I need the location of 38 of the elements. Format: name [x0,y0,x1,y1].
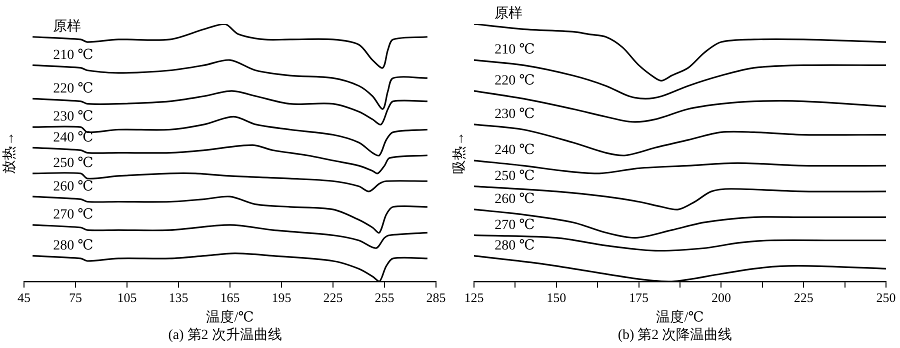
series-label: 230 ℃ [494,107,535,122]
series-label: 230 ℃ [53,110,94,125]
series-label: 280 ℃ [494,238,535,254]
x-tick-label: 255 [374,290,394,305]
series-label: 270 ℃ [53,208,94,223]
x-tick-label: 285 [426,290,446,305]
x-axis-title: 温度/℃ [206,309,254,326]
y-axis-title: 吸热→ [452,132,468,174]
series-label: 250 ℃ [494,168,535,184]
x-tick-label: 135 [168,290,188,305]
series-label: 250 ℃ [53,156,94,172]
series-label: 原样 [53,18,82,35]
x-axis-title: 温度/℃ [656,309,704,326]
x-tick-label: 200 [711,290,731,305]
series-label: 280 ℃ [53,238,94,254]
x-tick-label: 150 [546,290,566,305]
y-axis-title: 放热→ [2,132,18,174]
series-label: 260 ℃ [494,192,535,208]
x-tick-label: 225 [794,290,814,305]
x-tick-label: 250 [876,290,896,305]
series-label: 原样 [494,6,523,22]
x-tick-label: 45 [18,290,30,305]
x-tick-label: 225 [323,290,343,305]
text: (a) 第2 次升温曲线 [167,326,283,345]
x-tick-label: 75 [69,290,82,305]
series-label: 210 ℃ [53,48,94,63]
x-tick-label: 175 [629,290,649,305]
series-label: 240 ℃ [494,143,535,158]
x-tick-label: 105 [117,290,137,305]
x-tick-label: 165 [220,290,240,305]
text: (b) 第2 次降温曲线 [616,326,734,345]
series-label: 270 ℃ [494,218,535,233]
x-tick-label: 125 [464,290,484,305]
series-label: 220 ℃ [494,74,535,89]
series-label: 210 ℃ [494,42,535,58]
series-label: 260 ℃ [53,179,94,194]
x-tick-label: 195 [272,290,292,305]
series-label: 220 ℃ [53,81,94,96]
